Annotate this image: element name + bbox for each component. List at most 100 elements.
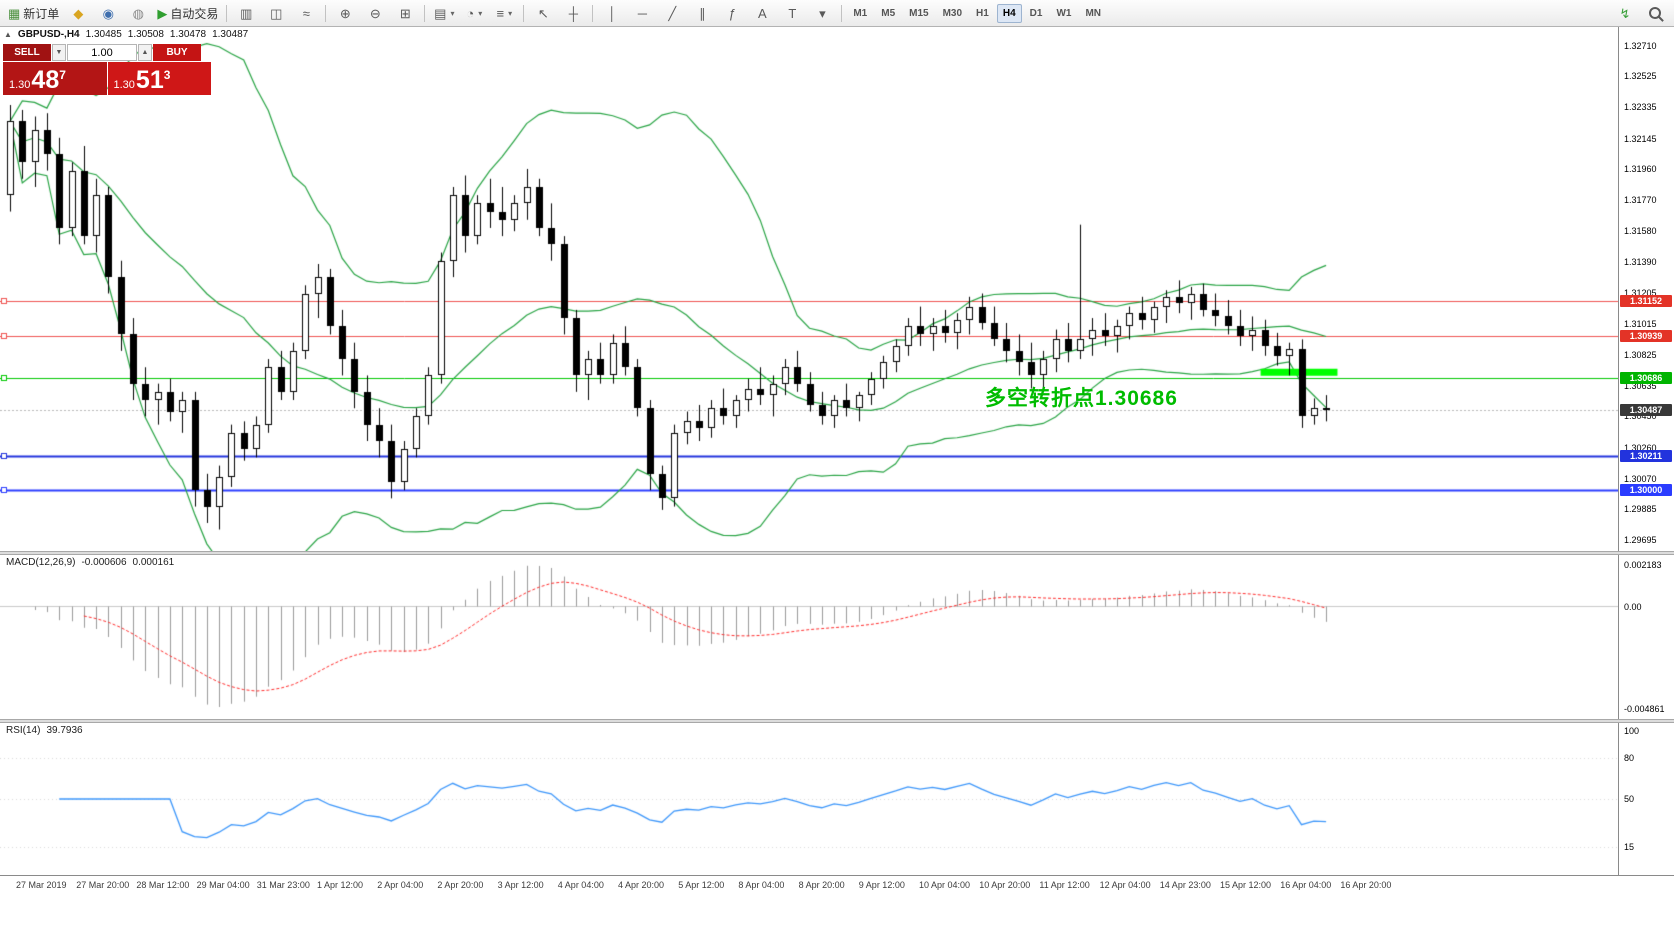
timeframe-m30-button[interactable]: M30 xyxy=(942,7,963,19)
zoom-in-button[interactable]: ⊕ xyxy=(330,2,360,25)
candlestick-icon: ◫ xyxy=(270,5,283,21)
chevron-down-icon: ▾ xyxy=(478,8,483,18)
price-tick-label: 1.29885 xyxy=(1624,504,1657,515)
price-chart-plot[interactable]: ▲ GBPUSD-,H4 1.30485 1.30508 1.30478 1.3… xyxy=(0,27,1618,551)
line-chart-button[interactable]: ≈ xyxy=(291,2,321,25)
line-chart-icon: ≈ xyxy=(302,5,310,21)
timeframe-m5-button[interactable]: M5 xyxy=(881,7,896,19)
sell-price-big: 48 xyxy=(31,66,60,94)
price-axis[interactable]: 1.32710 1.32525 1.32335 1.32145 1.31960 1.317… xyxy=(1618,27,1674,551)
timeframe-h1-button[interactable]: H1 xyxy=(976,7,989,19)
macd-tick-label: 0.002183 xyxy=(1624,560,1662,570)
bar-chart-button[interactable]: ▥ xyxy=(231,2,261,25)
new-chart-button[interactable]: ▤ ▾ xyxy=(429,2,459,25)
cursor-button[interactable]: ↖ xyxy=(528,2,558,25)
macd-label: MACD(12,26,9) -0.000606 0.000161 xyxy=(6,557,174,568)
price-level-badge: 1.30000 xyxy=(1620,484,1672,497)
vertical-line-icon: │ xyxy=(608,5,617,21)
timeframe-m15-button[interactable]: M15 xyxy=(909,7,929,19)
shapes-icon: ▾ xyxy=(819,5,826,21)
trendline-button[interactable]: ╱ xyxy=(657,2,687,25)
sell-price-small: 1.30 xyxy=(9,79,31,91)
sell-button[interactable]: SELL xyxy=(3,44,51,61)
search-icon xyxy=(1649,7,1661,19)
rsi-axis[interactable]: 100 80 50 15 xyxy=(1618,723,1674,875)
macd-axis[interactable]: 0.002183 0.00 -0.004861 xyxy=(1618,555,1674,719)
collapse-panel-arrow[interactable]: ▲ xyxy=(4,30,12,39)
macd-plot[interactable]: MACD(12,26,9) -0.000606 0.000161 xyxy=(0,555,1618,719)
macd-tick-label: -0.004861 xyxy=(1624,704,1665,714)
tile-windows-button[interactable]: ⊞ xyxy=(390,2,420,25)
cursor-icon: ↖ xyxy=(537,5,549,21)
timeframe-d1-button[interactable]: D1 xyxy=(1029,7,1043,19)
timeframe-mn-button[interactable]: MN xyxy=(1085,7,1101,19)
text-icon: A xyxy=(757,5,767,21)
volume-decrease-button[interactable]: ▼ xyxy=(52,44,66,61)
sell-price-button[interactable]: 1.30 48 7 xyxy=(3,62,107,95)
crosshair-icon: ┼ xyxy=(568,5,578,21)
time-label: 9 Apr 12:00 xyxy=(858,880,905,890)
text-button[interactable]: A xyxy=(747,2,777,25)
charts-button[interactable]: ◆ xyxy=(63,2,93,25)
macd-panel: MACD(12,26,9) -0.000606 0.000161 0.00218… xyxy=(0,555,1674,719)
rsi-label: RSI(14) 39.7936 xyxy=(6,725,83,736)
price-tick-label: 1.32335 xyxy=(1624,102,1657,113)
indicators-button[interactable]: ≡ ▾ xyxy=(489,2,519,25)
panel-splitter[interactable] xyxy=(0,719,1674,723)
price-chart-canvas[interactable] xyxy=(0,27,1618,551)
time-axis[interactable]: 27 Mar 2019 27 Mar 20:00 28 Mar 12:00 29 Ma… xyxy=(0,875,1674,897)
profile-button[interactable]: ◉ xyxy=(93,2,123,25)
buy-price-small: 1.30 xyxy=(113,79,135,91)
ohlc-close: 1.30487 xyxy=(212,29,249,40)
zoom-out-icon: ⊖ xyxy=(369,5,381,21)
price-level-badge: 1.30487 xyxy=(1620,404,1672,417)
search-button[interactable] xyxy=(1640,2,1670,25)
rsi-canvas[interactable] xyxy=(0,723,1618,875)
toolbar-separator xyxy=(226,4,228,22)
zoom-in-icon: ⊕ xyxy=(339,5,351,21)
timeframe-h4-button[interactable]: H4 xyxy=(996,3,1022,23)
text-label-button[interactable]: T xyxy=(777,2,807,25)
fibonacci-icon: ƒ xyxy=(728,5,736,21)
buy-price-button[interactable]: 1.30 51 3 xyxy=(107,62,211,95)
trendline-icon: ╱ xyxy=(668,5,677,21)
fibonacci-button[interactable]: ƒ xyxy=(717,2,747,25)
vertical-line-button[interactable]: │ xyxy=(597,2,627,25)
auto-trading-button[interactable]: ▶ 自动交易 xyxy=(153,2,222,25)
buy-button[interactable]: BUY xyxy=(153,44,201,61)
indicators-icon: ≡ xyxy=(496,5,505,21)
time-label: 4 Apr 20:00 xyxy=(618,880,665,890)
channel-icon: ∥ xyxy=(699,5,706,21)
candlestick-chart-button[interactable]: ◫ xyxy=(261,2,291,25)
periods-button[interactable]: ◔ ▾ xyxy=(459,2,489,25)
volume-increase-button[interactable]: ▲ xyxy=(138,44,152,61)
crosshair-button[interactable]: ┼ xyxy=(558,2,588,25)
new-order-button[interactable]: ▦ 新订单 xyxy=(4,2,63,25)
zoom-out-button[interactable]: ⊖ xyxy=(360,2,390,25)
timeframe-w1-button[interactable]: W1 xyxy=(1056,7,1072,19)
shapes-button[interactable]: ▾ xyxy=(807,2,837,25)
price-tick-label: 1.31205 xyxy=(1624,287,1657,298)
macd-canvas[interactable] xyxy=(0,555,1618,719)
price-tick-label: 1.29695 xyxy=(1624,535,1657,546)
panel-splitter[interactable] xyxy=(0,551,1674,555)
price-level-badge: 1.30939 xyxy=(1620,330,1672,343)
price-tick-label: 1.32710 xyxy=(1624,41,1657,51)
price-tick-label: 1.30450 xyxy=(1624,411,1657,422)
horizontal-line-button[interactable]: ─ xyxy=(627,2,657,25)
rsi-tick-label: 15 xyxy=(1624,841,1635,852)
toolbar-separator xyxy=(325,4,327,22)
alerts-button[interactable]: ◍ xyxy=(123,2,153,25)
time-label: 14 Apr 23:00 xyxy=(1159,880,1211,890)
volume-input[interactable] xyxy=(67,44,137,61)
bar-chart-icon: ▥ xyxy=(240,5,253,21)
channel-button[interactable]: ∥ xyxy=(687,2,717,25)
step-forward-button[interactable]: ↯ xyxy=(1610,2,1640,25)
rsi-plot[interactable]: RSI(14) 39.7936 xyxy=(0,723,1618,875)
toolbar-separator xyxy=(592,4,594,22)
turning-point-annotation[interactable]: 多空转折点1.30686 xyxy=(985,386,1178,410)
rsi-tick-label: 80 xyxy=(1624,753,1635,764)
timeframe-m1-button[interactable]: M1 xyxy=(853,7,868,19)
time-label: 28 Mar 12:00 xyxy=(136,880,190,890)
